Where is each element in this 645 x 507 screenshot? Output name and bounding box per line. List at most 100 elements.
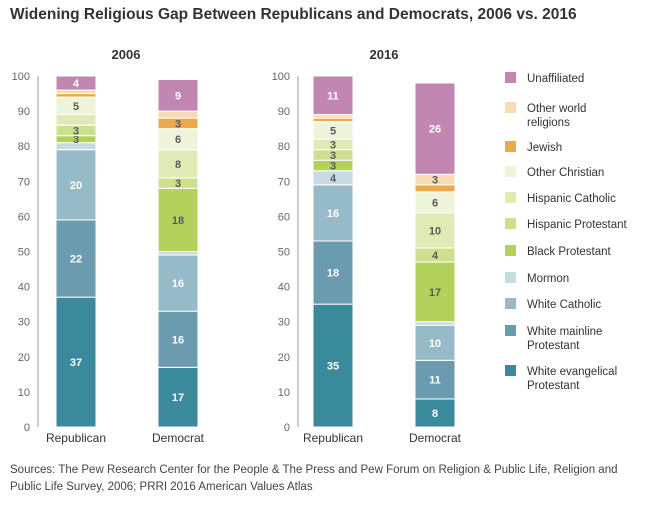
x-category-label: Republican <box>303 431 363 445</box>
legend-label: Black Protestant <box>527 246 612 258</box>
segment-value-label: 3 <box>330 150 336 162</box>
segment-value-label: 11 <box>327 90 339 102</box>
legend-label: Other Christian <box>527 167 604 179</box>
legend-label: White mainline Protestant <box>527 326 602 352</box>
bar-segment <box>414 212 456 249</box>
legend-swatch <box>505 298 516 309</box>
segment-value-label: 3 <box>432 175 438 187</box>
bar-segment <box>157 149 199 179</box>
y-tick-label: 20 <box>18 352 30 364</box>
y-tick-label: 50 <box>18 247 30 259</box>
bar-segment <box>312 184 354 242</box>
segment-value-label: 22 <box>70 254 82 266</box>
y-tick-label: 100 <box>12 71 30 83</box>
legend-swatch <box>505 365 516 376</box>
segment-value-label: 11 <box>429 375 441 387</box>
legend-label: Hispanic Catholic <box>527 193 616 205</box>
y-tick-label: 50 <box>278 247 290 259</box>
legend-label: Hispanic Protestant <box>527 219 628 231</box>
y-tick-label: 10 <box>278 387 290 399</box>
bar-segment <box>312 240 354 305</box>
legend-swatch <box>505 325 516 336</box>
segment-value-label: 5 <box>330 125 336 137</box>
bar-segment <box>157 310 199 368</box>
bar-segment <box>55 89 97 95</box>
panel-title-2006: 2006 <box>112 47 141 62</box>
legend-swatch <box>505 218 516 229</box>
legend-swatch <box>505 72 516 83</box>
y-tick-label: 40 <box>18 282 30 294</box>
legend-swatch <box>505 245 516 256</box>
bar-segment <box>414 324 456 361</box>
segment-value-label: 16 <box>327 208 339 220</box>
legend-swatch <box>505 166 516 177</box>
legend-swatch <box>505 272 516 283</box>
bar-segment <box>414 261 456 323</box>
bar-segment <box>157 110 199 119</box>
legend-label: White Catholic <box>527 299 601 311</box>
segment-value-label: 3 <box>330 139 336 151</box>
segment-value-label: 10 <box>429 338 441 350</box>
x-category-label: Democrat <box>152 431 205 445</box>
y-tick-label: 70 <box>18 176 30 188</box>
bar-segment <box>414 398 456 428</box>
y-tick-label: 100 <box>272 71 290 83</box>
bar-segment <box>55 219 97 298</box>
y-tick-label: 90 <box>278 106 290 118</box>
segment-value-label: 3 <box>73 125 79 137</box>
y-tick-label: 10 <box>18 387 30 399</box>
y-tick-label: 30 <box>278 317 290 329</box>
segment-value-label: 3 <box>175 118 181 130</box>
segment-value-label: 8 <box>175 159 181 171</box>
y-tick-label: 40 <box>278 282 290 294</box>
segment-value-label: 26 <box>429 124 441 136</box>
y-tick-label: 0 <box>284 422 290 434</box>
bar-segment <box>414 321 456 326</box>
y-tick-label: 60 <box>18 211 30 223</box>
segment-value-label: 10 <box>429 225 441 237</box>
y-tick-label: 60 <box>278 211 290 223</box>
segment-value-label: 4 <box>432 250 439 262</box>
y-tick-label: 90 <box>18 106 30 118</box>
legend-label: Jewish <box>527 142 562 154</box>
bar-segment <box>312 114 354 119</box>
segment-value-label: 3 <box>73 134 79 146</box>
legend-swatch <box>505 102 516 113</box>
segment-value-label: 6 <box>432 197 438 209</box>
legend-swatch <box>505 192 516 203</box>
bar-segment <box>157 79 199 112</box>
segment-value-label: 18 <box>327 268 339 280</box>
segment-value-label: 35 <box>327 361 339 373</box>
segment-value-label: 37 <box>70 357 82 369</box>
legend-label: Other world religions <box>527 103 586 129</box>
legend-label: White evangelical Protestant <box>527 366 617 392</box>
bar-segment <box>157 187 199 253</box>
y-tick-label: 20 <box>278 352 290 364</box>
bar-segment <box>55 93 97 98</box>
segment-value-label: 16 <box>172 278 184 290</box>
bar-segment <box>414 82 456 175</box>
segment-value-label: 17 <box>429 287 441 299</box>
sources-note: Sources: The Pew Research Center for the… <box>10 464 618 493</box>
segment-value-label: 8 <box>432 408 438 420</box>
y-tick-label: 70 <box>278 176 290 188</box>
bar-segment <box>55 149 97 221</box>
segment-value-label: 3 <box>175 178 181 190</box>
bar-segment <box>312 117 354 123</box>
x-category-label: Democrat <box>409 431 462 445</box>
segment-value-label: 6 <box>175 134 181 146</box>
segment-value-label: 18 <box>172 215 184 227</box>
bar-segment <box>157 254 199 312</box>
bar-segment <box>312 75 354 116</box>
segment-value-label: 17 <box>172 392 184 404</box>
segment-value-label: 9 <box>175 90 181 102</box>
bar-segment <box>55 296 97 428</box>
legend-label: Unaffiliated <box>527 73 584 85</box>
y-tick-label: 80 <box>278 141 290 153</box>
segment-value-label: 3 <box>330 161 336 173</box>
segment-value-label: 16 <box>172 334 184 346</box>
legend-swatch <box>505 141 516 152</box>
segment-value-label: 4 <box>73 78 80 90</box>
panel-title-2016: 2016 <box>370 47 399 62</box>
chart-title: Widening Religious Gap Between Republica… <box>10 6 577 23</box>
